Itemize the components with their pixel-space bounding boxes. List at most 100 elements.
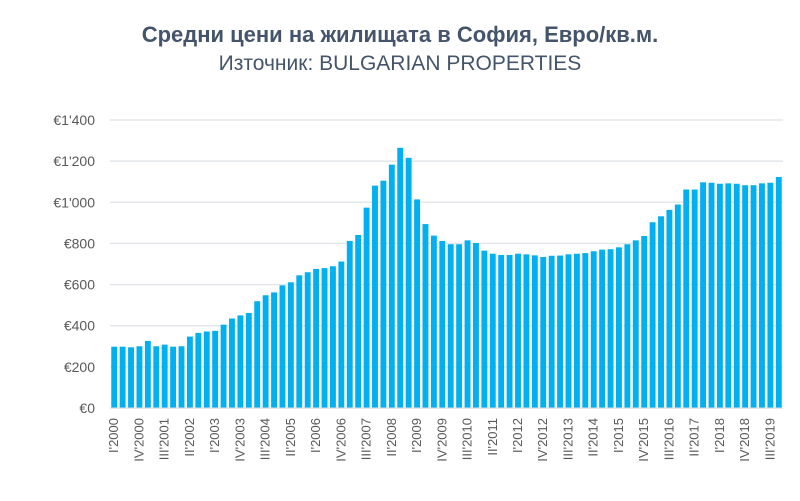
- x-tick-label: II'2011: [485, 418, 500, 456]
- x-tick-label: I'2015: [611, 418, 626, 453]
- bar: [464, 240, 471, 408]
- x-tick-label: III'2004: [258, 418, 273, 460]
- bar: [422, 224, 429, 408]
- bar: [313, 268, 320, 408]
- bar: [397, 147, 404, 408]
- bar: [388, 164, 395, 408]
- bar: [128, 347, 134, 408]
- bar: [666, 209, 673, 408]
- bar: [245, 312, 252, 408]
- bar: [658, 216, 664, 408]
- bar: [203, 331, 210, 408]
- bar: [548, 255, 555, 408]
- bar: [279, 285, 286, 408]
- bar: [531, 255, 538, 408]
- bar: [767, 182, 774, 408]
- bar: [481, 250, 488, 408]
- y-tick-label: €800: [64, 235, 95, 251]
- bar: [733, 183, 740, 408]
- bar: [632, 240, 639, 408]
- y-tick-label: €600: [64, 277, 95, 293]
- bar: [287, 282, 294, 408]
- bar: [506, 254, 513, 408]
- x-tick-label: I'2003: [207, 418, 222, 453]
- x-tick-label: I'2000: [106, 418, 121, 453]
- x-tick-label: III'2010: [460, 418, 475, 460]
- bar: [170, 346, 177, 408]
- y-tick-label: €400: [64, 318, 95, 334]
- bar: [186, 336, 193, 408]
- bar: [708, 182, 715, 408]
- x-tick-label: III'2016: [661, 418, 676, 460]
- bar: [472, 243, 479, 408]
- bar: [363, 207, 370, 408]
- bar: [573, 253, 580, 408]
- bar: [372, 185, 378, 408]
- bar: [271, 292, 277, 408]
- bar: [582, 253, 589, 408]
- bar: [321, 268, 328, 408]
- bar: [178, 346, 185, 408]
- bar: [759, 183, 765, 408]
- bar: [229, 318, 235, 408]
- bar: [153, 346, 160, 408]
- bar: [111, 346, 118, 408]
- y-tick-label: €200: [64, 359, 95, 375]
- bar: [742, 185, 749, 408]
- y-tick-label: €1'400: [53, 112, 95, 128]
- bar: [355, 234, 362, 408]
- bar: [212, 330, 219, 408]
- bar: [624, 244, 631, 408]
- x-tick-label: II'2002: [182, 418, 197, 457]
- bar: [607, 249, 614, 408]
- bar: [683, 189, 690, 408]
- bar: [523, 254, 530, 408]
- bar: [725, 183, 732, 408]
- bar: [515, 253, 521, 408]
- bar: [716, 183, 723, 408]
- x-tick-label: II'2008: [384, 418, 399, 457]
- x-tick-label: I'2009: [409, 418, 424, 453]
- bar: [338, 261, 345, 408]
- chart-title: Средни цени на жилищата в София, Евро/кв…: [141, 22, 659, 47]
- bar: [262, 295, 269, 408]
- x-tick-label: II'2014: [586, 418, 601, 457]
- x-tick-label: IV'2000: [131, 418, 146, 462]
- y-tick-label: €0: [79, 400, 95, 416]
- bar: [641, 236, 648, 408]
- x-tick-label: IV'2006: [333, 418, 348, 462]
- bar: [430, 235, 437, 408]
- x-tick-label: I'2018: [712, 418, 727, 453]
- y-tick-label: €1'000: [53, 194, 95, 210]
- x-tick-label: II'2005: [283, 418, 298, 457]
- bar: [346, 240, 353, 408]
- bar: [195, 332, 202, 408]
- x-tick-label: II'2017: [687, 418, 702, 457]
- bar: [296, 275, 303, 408]
- bar: [414, 199, 421, 408]
- chart-subtitle: Източник: BULGARIAN PROPERTIES: [218, 52, 582, 75]
- x-tick-label: IV'2003: [232, 418, 247, 462]
- bar: [329, 266, 336, 408]
- bar: [498, 254, 505, 408]
- bar: [144, 340, 151, 408]
- bar: [649, 222, 656, 408]
- x-tick-label: III'2007: [359, 418, 374, 460]
- bar: [557, 255, 564, 408]
- bar: [161, 344, 168, 408]
- bar: [540, 257, 547, 408]
- bar: [447, 244, 454, 408]
- bar: [254, 301, 261, 408]
- bar: [405, 157, 412, 408]
- x-tick-label: I'2012: [510, 418, 525, 453]
- bar: [775, 176, 782, 408]
- bar: [136, 346, 143, 408]
- x-tick-label: I'2006: [308, 418, 323, 453]
- bar: [750, 185, 757, 408]
- bar: [616, 247, 622, 408]
- y-tick-label: €1'200: [53, 153, 95, 169]
- x-tick-label: III'2013: [560, 418, 575, 460]
- bar: [439, 240, 446, 408]
- bar: [565, 254, 572, 408]
